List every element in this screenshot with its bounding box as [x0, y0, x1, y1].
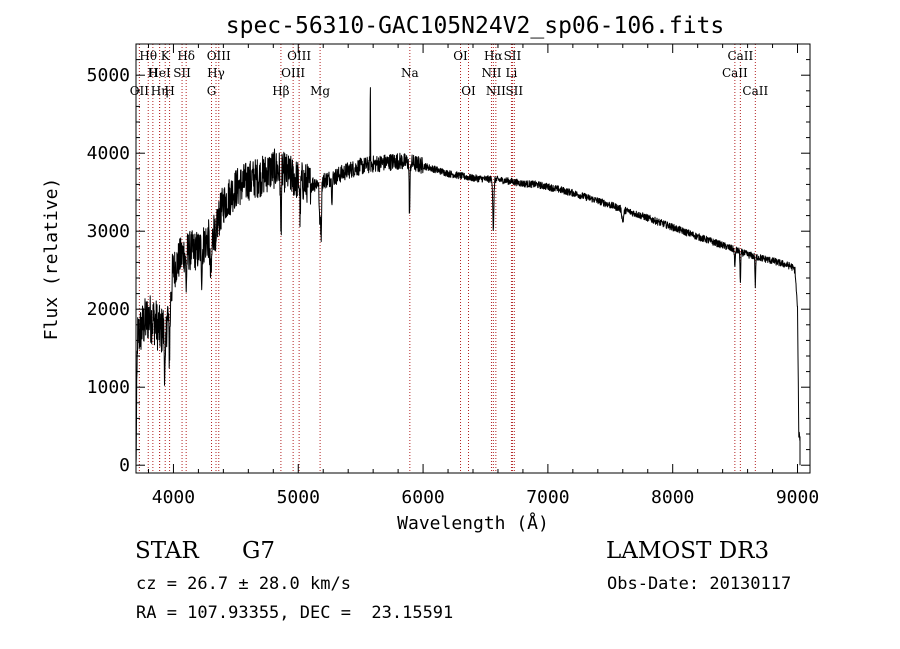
x-tick-label-9000: 9000 — [776, 487, 819, 508]
x-tick-label-7000: 7000 — [526, 487, 569, 508]
ra-dec-coordinates: RA = 107.93355, DEC = 23.15591 — [136, 603, 454, 623]
marker-label-3: HeI — [148, 66, 171, 80]
marker-label-17: OI — [453, 49, 468, 63]
marker-label-19: Hα — [484, 49, 503, 63]
marker-label-25: CaII — [722, 66, 748, 80]
observation-date: Obs-Date: 20130117 — [607, 574, 792, 594]
marker-label-21: NII — [486, 84, 506, 98]
survey-name: LAMOST DR3 — [606, 538, 770, 564]
y-axis-ticks: 0 1000 2000 3000 4000 5000 — [87, 59, 810, 476]
spectrum-line — [135, 87, 801, 466]
plot-frame — [135, 43, 811, 474]
marker-label-0: Hθ — [139, 49, 157, 63]
x-tick-label-8000: 8000 — [651, 487, 694, 508]
marker-label-26: CaII — [727, 49, 753, 63]
marker-label-27: CaII — [742, 84, 768, 98]
marker-label-5: K — [161, 49, 171, 63]
object-subclass: G7 — [242, 538, 276, 564]
y-tick-label-5000: 5000 — [87, 65, 130, 86]
marker-label-13: OIII — [287, 49, 311, 63]
x-tick-label-4000: 4000 — [152, 487, 195, 508]
y-tick-label-1000: 1000 — [87, 377, 130, 398]
y-tick-label-4000: 4000 — [87, 143, 130, 164]
marker-label-6: H — [164, 84, 174, 98]
y-tick-label-0: 0 — [119, 455, 130, 476]
line-markers — [138, 44, 756, 473]
object-class: STAR — [135, 538, 199, 564]
marker-label-7: SII — [173, 66, 191, 80]
marker-label-20: NII — [481, 66, 501, 80]
marker-label-18: OI — [461, 84, 476, 98]
marker-label-22: SII — [504, 49, 522, 63]
marker-label-23: Li — [506, 66, 518, 80]
y-tick-label-2000: 2000 — [87, 299, 130, 320]
marker-label-16: Na — [401, 66, 419, 80]
marker-label-11: G — [207, 84, 217, 98]
marker-label-10: Hγ — [207, 66, 225, 80]
marker-label-14: OIII — [281, 66, 305, 80]
marker-label-4: Hη — [151, 84, 169, 98]
x-axis-label: Wavelength (Å) — [397, 512, 549, 534]
x-axis-ticks: 4000 5000 6000 7000 8000 9000 — [147, 44, 819, 508]
redshift-cz: cz = 26.7 ± 28.0 km/s — [136, 574, 351, 594]
marker-label-24: SII — [505, 84, 523, 98]
marker-label-8: Hδ — [177, 49, 195, 63]
x-tick-label-5000: 5000 — [277, 487, 320, 508]
marker-label-9: OIII — [207, 49, 231, 63]
y-tick-label-3000: 3000 — [87, 221, 130, 242]
chart-title: spec-56310-GAC105N24V2_sp06-106.fits — [226, 13, 725, 39]
marker-label-15: Mg — [310, 84, 330, 98]
x-tick-label-6000: 6000 — [401, 487, 444, 508]
marker-label-12: Hβ — [272, 84, 289, 98]
y-axis-label: Flux (relative) — [41, 178, 62, 341]
marker-label-2: H — [148, 66, 158, 80]
